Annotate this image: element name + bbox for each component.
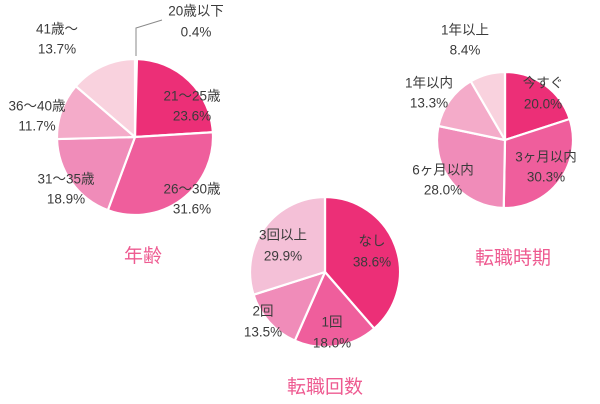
slice-label-name: 1年以内 bbox=[405, 76, 453, 91]
slice-label-name: 36〜40歳 bbox=[8, 99, 66, 114]
slice-label-name: 31〜35歳 bbox=[37, 172, 95, 187]
slice-label-name: 20歳以下 bbox=[168, 4, 224, 19]
slice-label-name: 1年以上 bbox=[441, 23, 489, 38]
slice-label-name: 2回 bbox=[252, 304, 273, 319]
slice-label-value: 11.7% bbox=[18, 119, 55, 134]
slice-label-name: 今すぐ bbox=[523, 76, 564, 91]
slice-label-value: 18.0% bbox=[313, 336, 351, 351]
slice-label-value: 13.7% bbox=[38, 42, 76, 57]
pie-slice[interactable] bbox=[503, 70, 571, 142]
slice-label-name: 41歳〜 bbox=[36, 22, 78, 37]
pie-slice[interactable] bbox=[106, 131, 215, 217]
job-change-count-pie: なし 38.6% 1回 18.0% 2回 13.5% 3回以上 29.9% 転職回数 bbox=[244, 195, 402, 398]
pie-slice[interactable] bbox=[469, 70, 507, 142]
chart-title: 年齢 bbox=[124, 245, 162, 267]
pie-slice[interactable] bbox=[293, 270, 376, 349]
leader-line bbox=[135, 19, 163, 56]
pie-slice[interactable] bbox=[435, 124, 507, 210]
slice-label-value: 13.3% bbox=[410, 96, 448, 111]
slice-label-value: 29.9% bbox=[264, 249, 302, 264]
pie-slice[interactable] bbox=[248, 195, 327, 296]
slice-label-value: 13.5% bbox=[244, 325, 282, 340]
slice-label-value: 38.6% bbox=[353, 255, 391, 270]
slice-label-name: 1回 bbox=[321, 315, 342, 330]
chart-title: 転職回数 bbox=[287, 376, 363, 398]
pie-slice[interactable] bbox=[323, 195, 402, 330]
pie-slice[interactable] bbox=[74, 57, 137, 139]
slice-label-value: 23.6% bbox=[173, 109, 211, 124]
pie-slice[interactable] bbox=[55, 135, 137, 212]
pie-slice[interactable] bbox=[133, 57, 214, 139]
job-change-timing-pie: 今すぐ 20.0% 3ヶ月以内 30.3% 6ヶ月以内 28.0% 1年以内 13.3% 1年以… bbox=[405, 23, 577, 269]
slice-label-value: 18.9% bbox=[47, 192, 85, 207]
slice-label-name: 6ヶ月以内 bbox=[412, 163, 474, 178]
slice-label-value: 31.6% bbox=[173, 202, 211, 217]
slice-label-name: 21〜25歳 bbox=[163, 89, 221, 104]
pie-slice[interactable] bbox=[502, 117, 575, 210]
slice-label-value: 0.4% bbox=[181, 25, 212, 40]
age-pie: 20歳以下 0.4% 21〜25歳 23.6% 26〜30歳 31.6% 31〜35歳 18.… bbox=[8, 4, 223, 267]
slice-label-name: 3回以上 bbox=[259, 228, 307, 243]
slice-label-name: 26〜30歳 bbox=[163, 182, 221, 197]
slice-label-name: 3ヶ月以内 bbox=[515, 150, 577, 165]
slice-label-value: 8.4% bbox=[450, 43, 481, 58]
slice-label-value: 20.0% bbox=[524, 97, 562, 112]
slice-label-value: 30.3% bbox=[527, 170, 565, 185]
slice-label-value: 28.0% bbox=[424, 183, 462, 198]
chart-title: 転職時期 bbox=[475, 247, 551, 269]
slice-label-name: なし bbox=[359, 234, 386, 249]
